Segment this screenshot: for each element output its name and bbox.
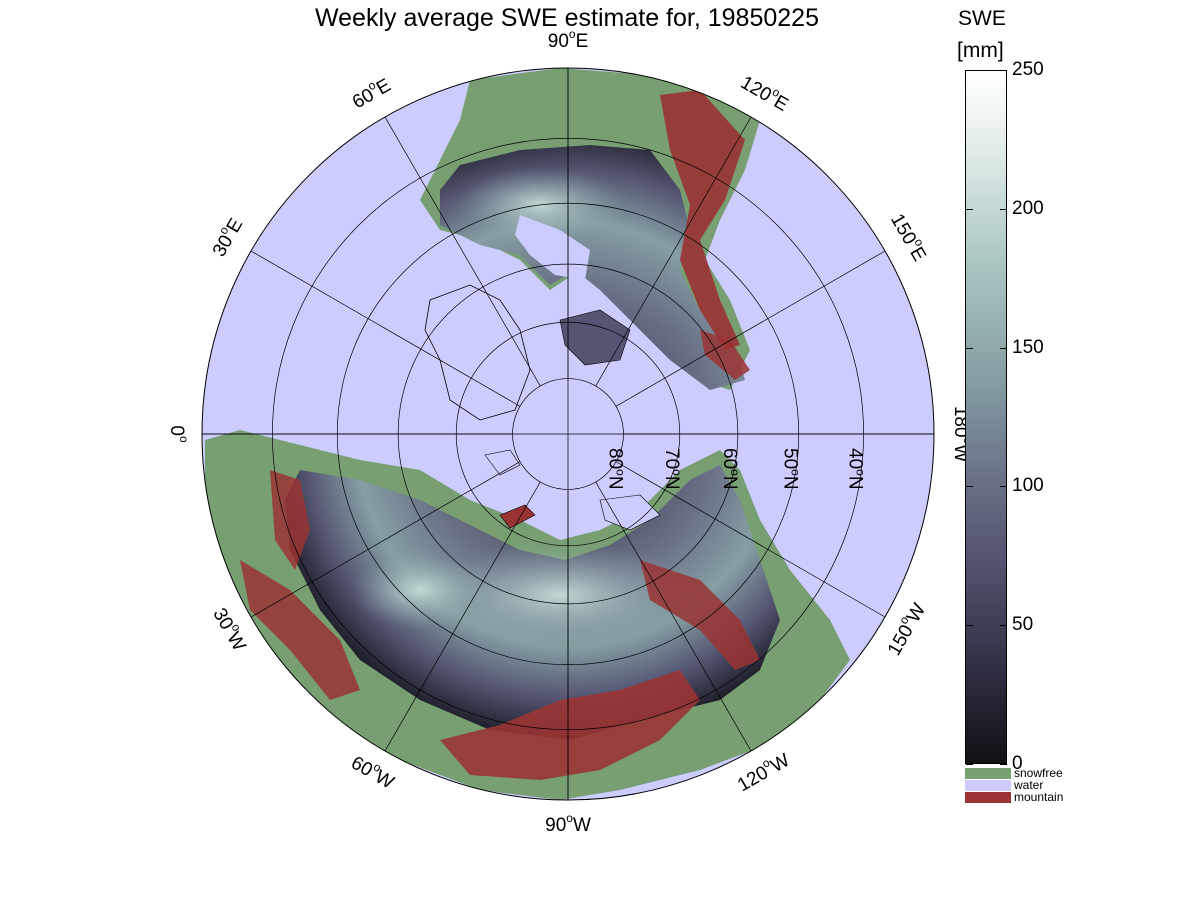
arctic-islands [559, 309, 631, 366]
legend-swatch-snowfree [965, 768, 1011, 779]
latitude-labels: 80oN 70oN 60oN 50oN 40oN [604, 448, 867, 490]
svalbard-area [484, 449, 521, 476]
longitude-label: 90oW [545, 811, 591, 836]
longitude-label: 0o [166, 425, 191, 443]
colorbar-tick-mark [1000, 625, 1007, 627]
longitude-label: 60oW [347, 749, 399, 793]
meridian-line [615, 250, 886, 407]
parallel-circle [455, 321, 681, 547]
longitude-labels: 90oW120oW150oW180oW150oE120oE90oE60oE30o… [166, 27, 975, 836]
swe-high-siberia [420, 540, 700, 650]
mountain-alaska [700, 330, 750, 380]
novaya-zemlya [499, 504, 536, 529]
latitude-label: 40oN [845, 448, 868, 490]
map-boundary [201, 67, 935, 801]
meridian-line [384, 481, 541, 752]
colorbar-tick-mark [1000, 486, 1007, 488]
legend-label-snowfree: snowfree [1014, 766, 1063, 780]
colorbar-tick-label: 50 [1012, 614, 1034, 636]
colorbar-tick-mark [1000, 208, 1007, 210]
longitude-label: 150oE [886, 208, 933, 265]
mountain-east-siberia [640, 560, 760, 670]
colorbar-tick-label: 250 [1012, 59, 1044, 80]
mountain-alps-caucasus [240, 560, 360, 700]
colorbar-title: SWE [958, 7, 1006, 30]
longitude-label: 90oE [548, 27, 589, 52]
longitude-label: 60oE [347, 72, 395, 114]
longitude-label: 120oE [737, 69, 794, 116]
taymyr [599, 494, 661, 531]
colorbar-tick-mark [1000, 70, 1007, 71]
colorbar-tick-mark [1000, 347, 1007, 349]
meridian-line [250, 250, 521, 407]
legend-swatch-mountain [965, 792, 1011, 803]
mountain-central-asia [440, 670, 700, 780]
longitude-label: 30oW [208, 603, 252, 655]
colorbar-tick-mark [966, 347, 973, 349]
meridian-line [250, 461, 521, 618]
latitude-label: 50oN [780, 448, 803, 490]
meridian-line [595, 116, 752, 387]
mountain-rockies [660, 90, 745, 350]
graticule [202, 68, 934, 800]
parallel-circle [272, 138, 864, 730]
legend-label-mountain: mountain [1014, 790, 1064, 804]
parallel-circle [397, 263, 739, 605]
colorbar-unit: [mm] [957, 39, 1004, 62]
hudson-bay [515, 215, 590, 280]
colorbar-tick-label: 150 [1012, 336, 1044, 358]
meridian-line [384, 116, 541, 387]
colorbar-tick-mark [966, 70, 973, 71]
latitude-label: 70oN [661, 448, 684, 490]
swe-high-west [350, 550, 490, 630]
land-layer [205, 68, 850, 800]
greenland [424, 284, 531, 421]
colorbar-tick-label: 0 [1012, 753, 1023, 774]
parallel-circle [512, 378, 624, 490]
map-title: Weekly average SWE estimate for, 1985022… [315, 4, 819, 32]
longitude-label: 30oE [206, 213, 248, 261]
latitude-label: 60oN [719, 448, 742, 490]
mountain-scandinavia [270, 470, 310, 570]
meridian-line [595, 481, 752, 752]
colorbar-tick-mark [1000, 764, 1007, 765]
legend-label-water: water [1014, 778, 1044, 792]
colorbar-tick-mark [966, 625, 973, 627]
colorbar [965, 70, 1007, 764]
colorbar-tick-mark [966, 764, 973, 765]
colorbar-tick-mark [966, 208, 973, 210]
meridian-line [615, 461, 886, 618]
latitude-label: 80oN [604, 448, 627, 490]
colorbar-tick-label: 100 [1012, 475, 1044, 497]
colorbar-tick-label: 200 [1012, 197, 1044, 219]
parallel-circle [336, 202, 800, 666]
colorbar-tick-mark [966, 486, 973, 488]
legend-swatch-water [965, 780, 1011, 791]
